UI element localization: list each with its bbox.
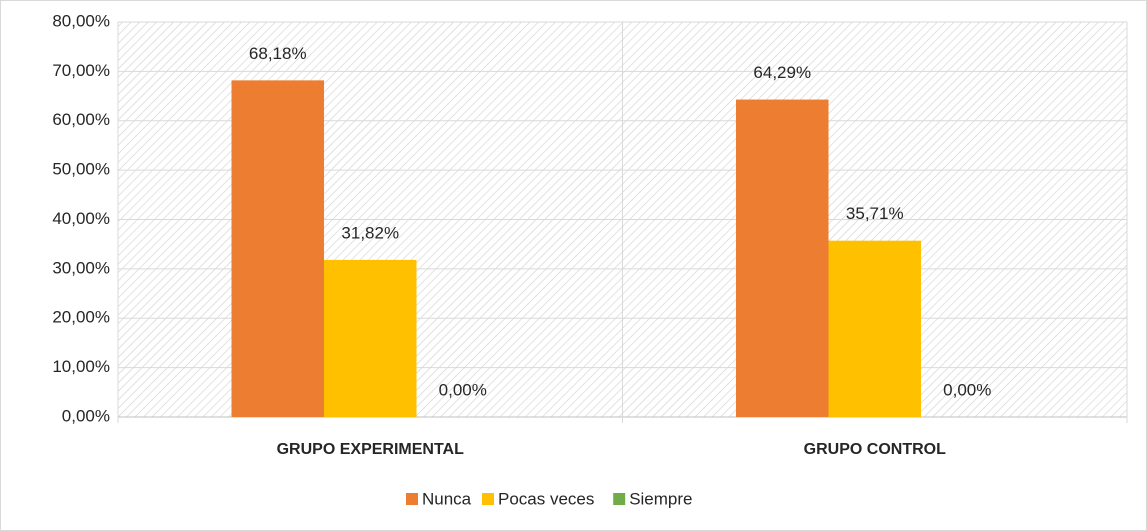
data-label: 35,71% bbox=[846, 204, 904, 223]
bar bbox=[231, 80, 324, 417]
bar bbox=[324, 259, 417, 417]
y-tick-label: 40,00% bbox=[52, 209, 110, 228]
y-tick-label: 20,00% bbox=[52, 308, 110, 327]
y-tick-label: 60,00% bbox=[52, 110, 110, 129]
y-tick-label: 0,00% bbox=[62, 406, 110, 425]
bar bbox=[828, 240, 921, 417]
legend-label: Nunca bbox=[422, 489, 472, 508]
data-label: 0,00% bbox=[439, 380, 487, 399]
data-label: 64,29% bbox=[753, 63, 811, 82]
data-label: 0,00% bbox=[943, 380, 991, 399]
x-tick-label: GRUPO CONTROL bbox=[804, 441, 946, 458]
legend-swatch bbox=[406, 493, 418, 505]
legend-swatch bbox=[613, 493, 626, 505]
x-tick-label: GRUPO EXPERIMENTAL bbox=[277, 441, 465, 458]
y-tick-label: 70,00% bbox=[52, 61, 110, 80]
data-label: 31,82% bbox=[341, 223, 399, 242]
bar bbox=[736, 99, 829, 418]
legend-label: Siempre bbox=[629, 489, 692, 508]
y-tick-label: 80,00% bbox=[52, 11, 110, 30]
legend-swatch bbox=[482, 493, 494, 505]
data-label: 68,18% bbox=[249, 44, 307, 63]
y-tick-label: 30,00% bbox=[52, 258, 110, 277]
y-tick-label: 50,00% bbox=[52, 160, 110, 179]
legend-label: Pocas veces bbox=[498, 489, 594, 508]
y-tick-label: 10,00% bbox=[52, 357, 110, 376]
